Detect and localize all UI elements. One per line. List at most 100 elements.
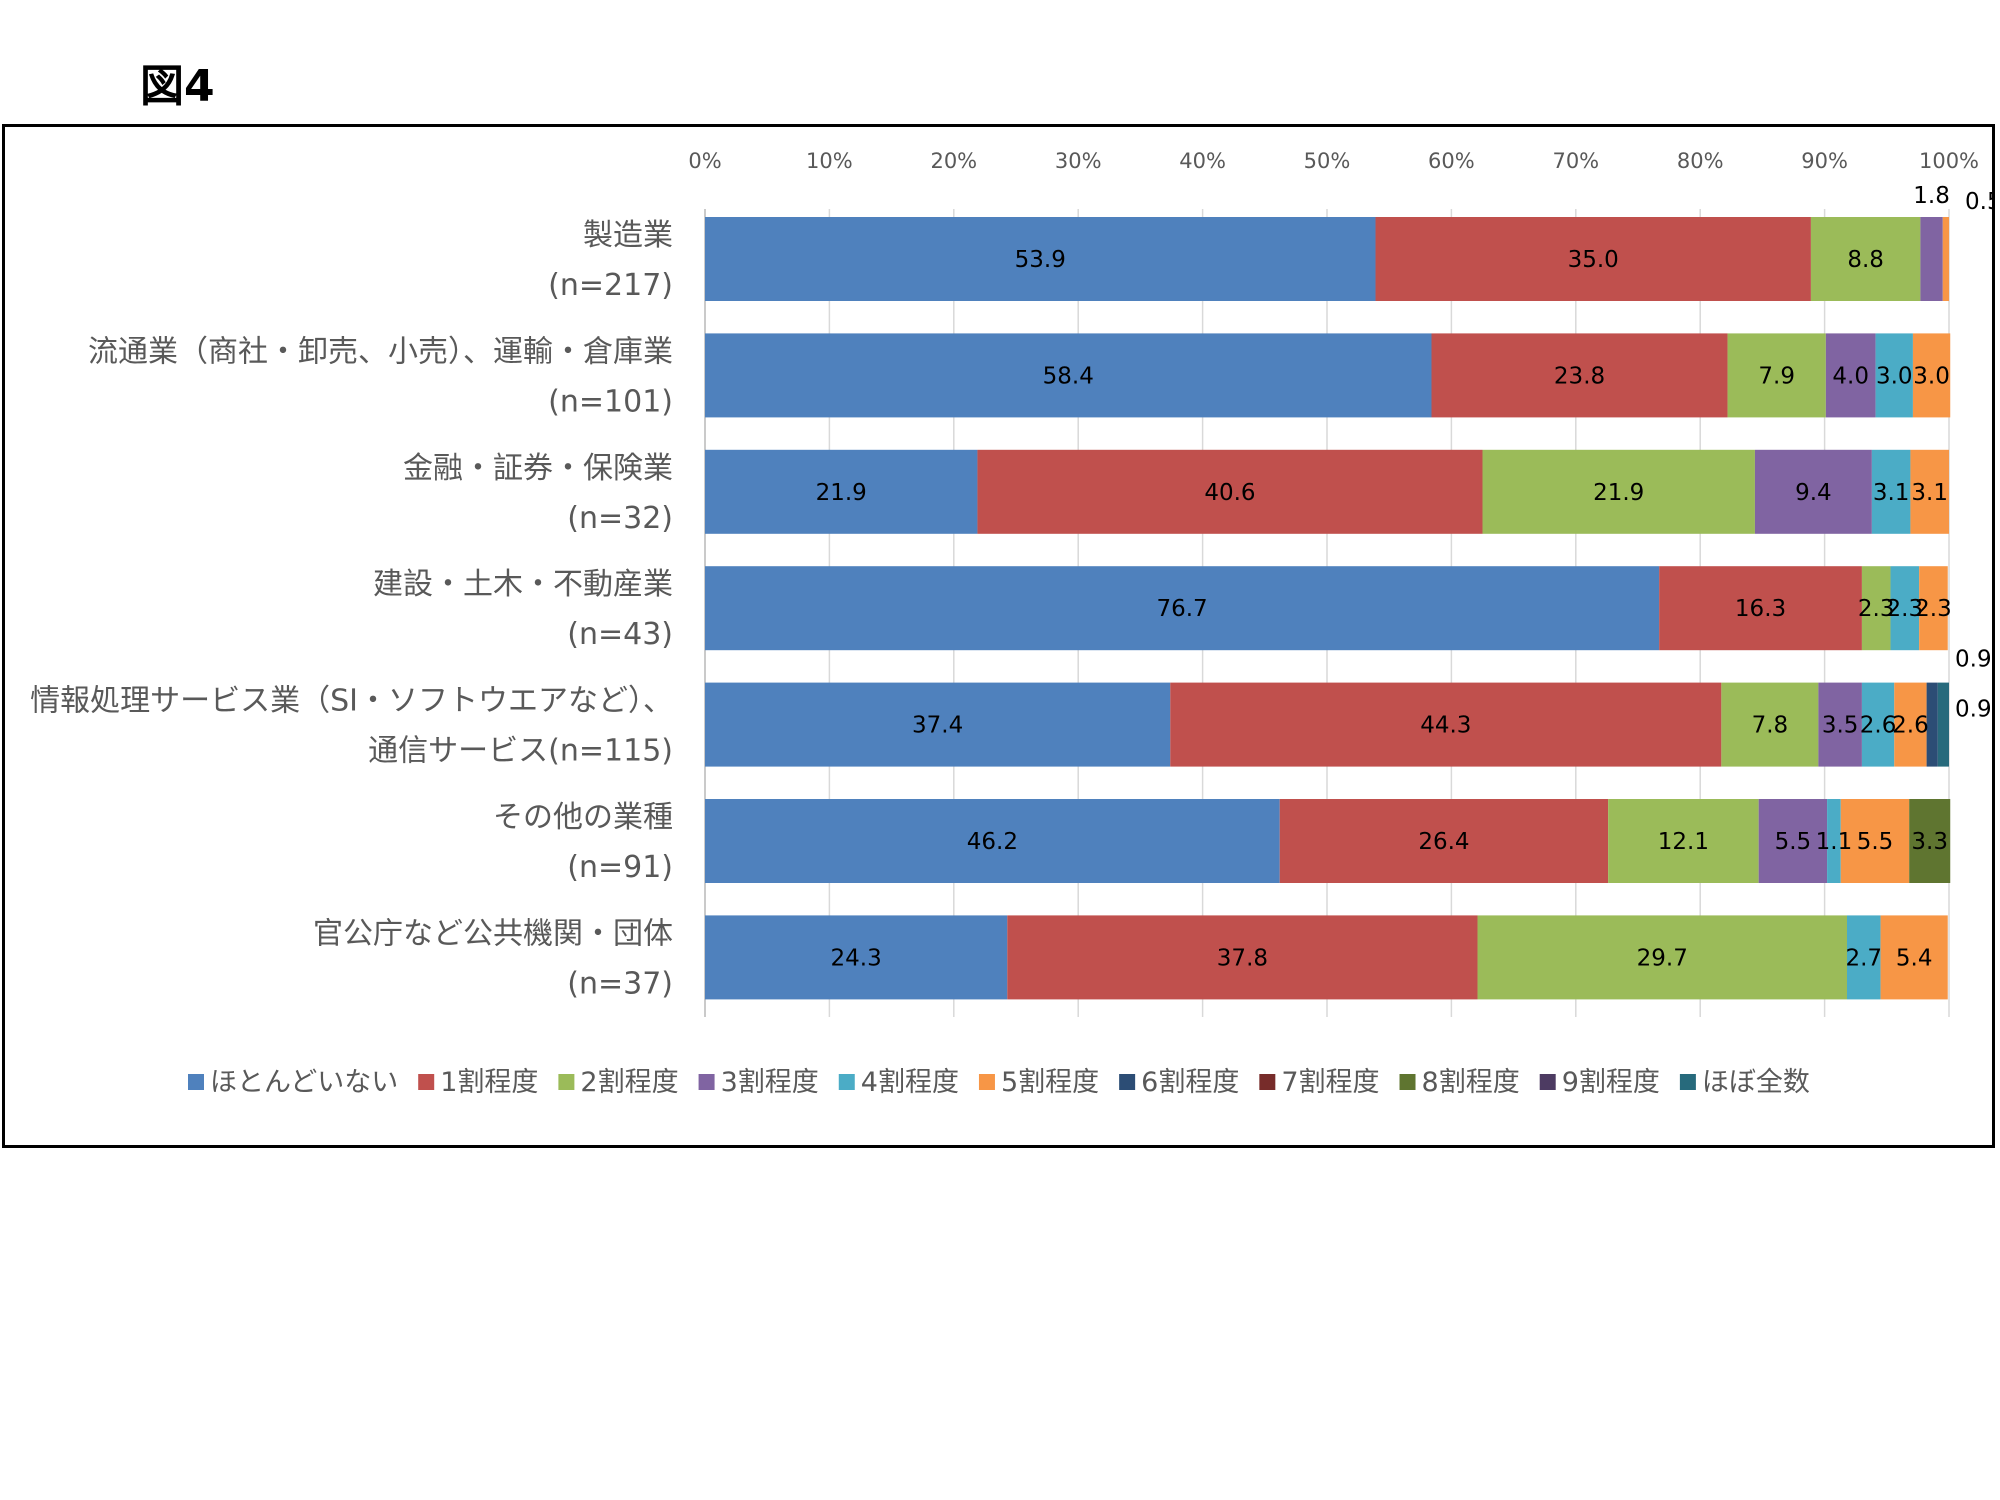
x-tick-label: 10% [806,149,853,173]
data-label: 8.8 [1847,247,1884,273]
legend-swatch [698,1074,715,1090]
bar-segment [1477,915,1847,1000]
legend-label: 5割程度 [1001,1067,1099,1098]
bar-segment [1608,799,1759,883]
x-tick-label: 50% [1304,149,1351,173]
bar-segment [1482,449,1755,534]
data-label: 24.3 [831,945,882,971]
data-label: 9.4 [1795,480,1832,506]
data-label-outside: 0.9 [1955,697,1992,723]
bar-segment [1721,682,1819,767]
bar-segment [1659,566,1862,651]
legend-label: ほとんどいない [210,1067,398,1098]
legend-swatch [1679,1074,1696,1090]
data-label: 21.9 [1593,480,1644,506]
x-tick-label: 90% [1801,149,1848,173]
data-label-outside: 1.8 [1913,183,1950,209]
legend-label: 1割程度 [440,1067,538,1098]
bar-segment [1880,915,1948,1000]
data-label: 5.5 [1857,829,1894,855]
bar-segment [1937,682,1949,767]
legend-swatch [1399,1074,1416,1090]
legend-swatch [838,1074,855,1090]
data-label: 2.7 [1845,945,1882,971]
bar-segment [1920,217,1943,301]
bar-segment [1909,799,1951,883]
data-label: 21.9 [816,480,867,506]
data-label: 3.3 [1911,829,1948,855]
bar-segment [1912,333,1951,418]
legend-swatch [418,1074,435,1090]
data-label: 5.4 [1896,945,1933,971]
bar-segment [1910,449,1949,534]
category-label: 建設・土木・不動産業(n=43) [373,567,673,652]
data-label: 2.6 [1892,713,1929,739]
data-label: 3.1 [1911,480,1948,506]
bar-segment [1871,449,1911,534]
bar-segment [1846,915,1881,1000]
data-label: 16.3 [1735,596,1786,622]
chart-frame: 0% 10% 20% 30% 40% 50% 60% 70% 80% 90% 100% 53.9 35… [2,124,1995,1148]
data-label: 7.8 [1752,713,1789,739]
bar-segment [1919,566,1948,651]
x-tick-label: 80% [1677,149,1724,173]
bar-segment [705,449,978,534]
x-tick-label: 30% [1055,149,1102,173]
bars [705,217,1951,1000]
legend-label: 6割程度 [1141,1067,1239,1098]
legend-swatch [978,1074,995,1090]
bar-segment [1861,566,1891,651]
data-label: 37.8 [1217,945,1268,971]
bar-segment [1810,217,1921,301]
legend-swatch [1259,1074,1276,1090]
bar-segment [1754,449,1872,534]
bar-segment [1894,682,1927,767]
data-label: 3.0 [1876,363,1913,389]
bar-segment [1727,333,1826,418]
category-label: 官公庁など公共機関・団体(n=37) [313,916,673,1001]
x-tick-label: 100% [1919,149,1979,173]
data-label: 3.0 [1913,363,1950,389]
data-label: 46.2 [967,829,1018,855]
x-axis-ticks: 0% 10% 20% 30% 40% 50% 60% 70% 80% 90% 100% [688,149,1979,173]
x-tick-label: 0% [688,149,721,173]
data-label-outside: 0.9 [1955,647,1992,673]
bar-segment [1840,799,1910,883]
bar-segment [705,566,1660,651]
data-label: 44.3 [1420,713,1471,739]
category-label: 情報処理サービス業（SI・ソフトウエアなど）、通信サービス(n=115) [30,684,673,769]
data-label: 2.3 [1887,596,1924,622]
data-labels: 53.9 35.0 8.8 58.4 23.8 7.9 4.0 3.0 3.0 21.9 40.6 2… [816,183,1992,971]
legend-swatch [558,1074,575,1090]
category-labels: 製造業(n=217) 流通業（商社・卸売、小売）、運輸・倉庫業(n=101) 金融・… [30,218,673,1001]
bar-segment [705,915,1008,1000]
x-tick-label: 70% [1552,149,1599,173]
bar-segment [1942,217,1949,301]
data-label: 40.6 [1204,480,1255,506]
data-label: 2.3 [1858,596,1895,622]
figure-title: 図4 [140,61,215,112]
data-label: 3.5 [1822,713,1859,739]
bar-segment [1170,682,1722,767]
category-label: 金融・証券・保険業(n=32) [403,451,673,536]
legend-label: 8割程度 [1422,1067,1520,1098]
bar-segment [1007,915,1478,1000]
legend-swatch [1119,1074,1136,1090]
data-label: 23.8 [1554,363,1605,389]
bar-segment [1375,217,1811,301]
bar-segment [1861,682,1895,767]
data-label: 58.4 [1043,363,1094,389]
bar-segment [1279,799,1609,883]
legend-label: ほぼ全数 [1702,1067,1810,1098]
bar-segment [705,333,1432,418]
data-label: 37.4 [912,713,963,739]
bar-segment [1431,333,1728,418]
bar-segment [1825,333,1876,418]
bar-segment [1890,566,1920,651]
bar-segment [1818,682,1862,767]
x-tick-label: 20% [930,149,977,173]
bar-segment [1827,799,1841,883]
data-label: 53.9 [1015,247,1066,273]
category-label: その他の業種(n=91) [493,800,673,885]
data-label: 2.3 [1915,596,1952,622]
